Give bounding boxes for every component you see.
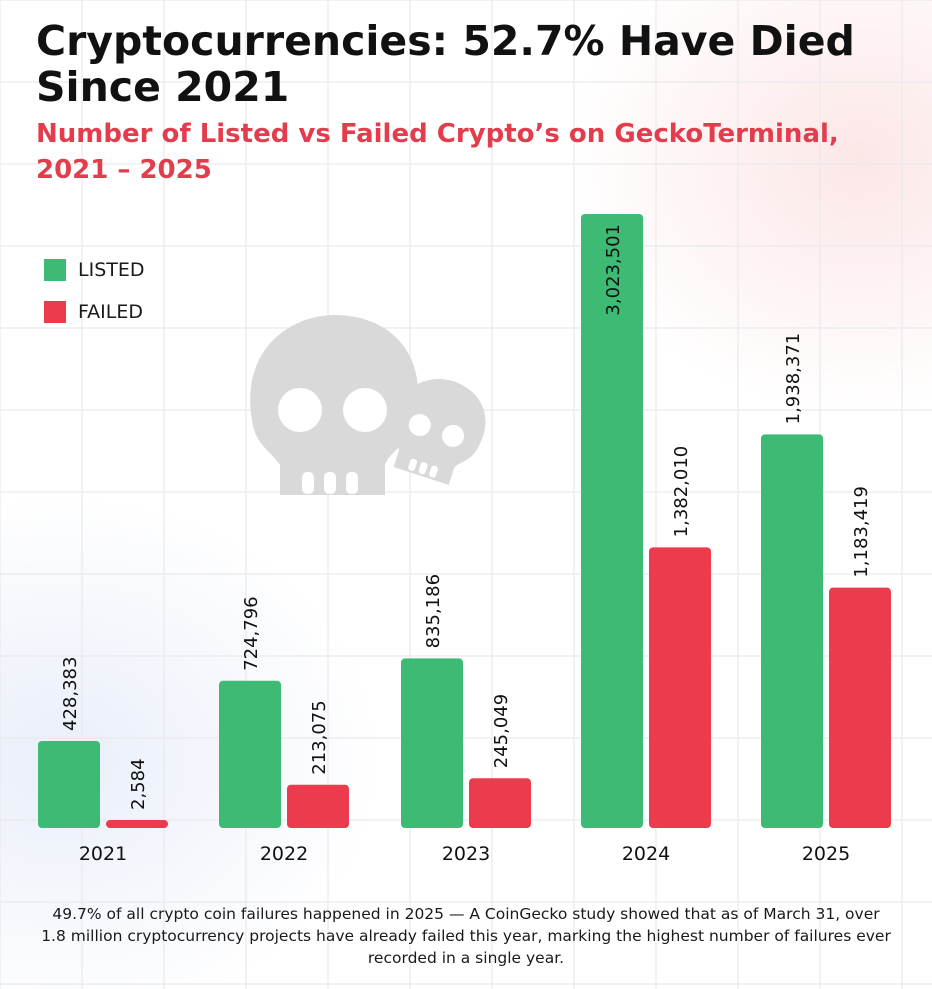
skull-icon [250,315,486,495]
legend-item-listed: LISTED [44,256,145,284]
value-label-failed-2021: 2,584 [128,758,149,810]
bar-failed-2024 [649,547,711,828]
value-label-listed-2021: 428,383 [60,657,81,731]
x-axis-labels: 2021 2022 2023 2024 2025 [79,843,850,865]
value-label-listed-2024: 3,023,501 [603,224,624,316]
legend-swatch-listed [44,259,66,281]
value-label-failed-2024: 1,382,010 [671,446,692,538]
bar-failed-2022 [287,784,349,828]
bar-failed-2025 [829,587,891,828]
value-labels: 428,383 2,584 724,796 213,075 835,186 245,049… [60,224,872,810]
value-label-listed-2025: 1,938,371 [783,333,804,425]
footnote: 49.7% of all crypto coin failures happen… [41,905,891,967]
bar-listed-2022 [219,680,281,828]
value-label-listed-2022: 724,796 [241,596,262,670]
value-label-failed-2022: 213,075 [309,700,330,774]
legend-swatch-failed [44,301,66,323]
x-tick-label-2021: 2021 [79,843,127,865]
bar-failed-2021 [106,820,168,828]
x-tick-label-2023: 2023 [442,843,490,865]
legend-label-failed: FAILED [78,301,144,323]
value-label-failed-2023: 245,049 [491,694,512,768]
legend-item-failed: FAILED [44,298,145,326]
bars [38,214,891,828]
bar-listed-2023 [401,658,463,828]
chart-title: Cryptocurrencies: 52.7% Have Died Since … [36,17,855,111]
value-label-listed-2023: 835,186 [423,574,444,648]
x-tick-label-2025: 2025 [802,843,850,865]
legend-label-listed: LISTED [78,259,145,281]
chart-subtitle: Number of Listed vs Failed Crypto’s on G… [36,119,839,185]
x-tick-label-2024: 2024 [622,843,670,865]
bar-listed-2021 [38,741,100,828]
bar-listed-2025 [761,434,823,828]
bar-listed-2024 [581,214,643,828]
bar-failed-2023 [469,778,531,828]
value-label-failed-2025: 1,183,419 [851,486,872,578]
x-tick-label-2022: 2022 [260,843,308,865]
legend: LISTED FAILED [44,256,145,340]
